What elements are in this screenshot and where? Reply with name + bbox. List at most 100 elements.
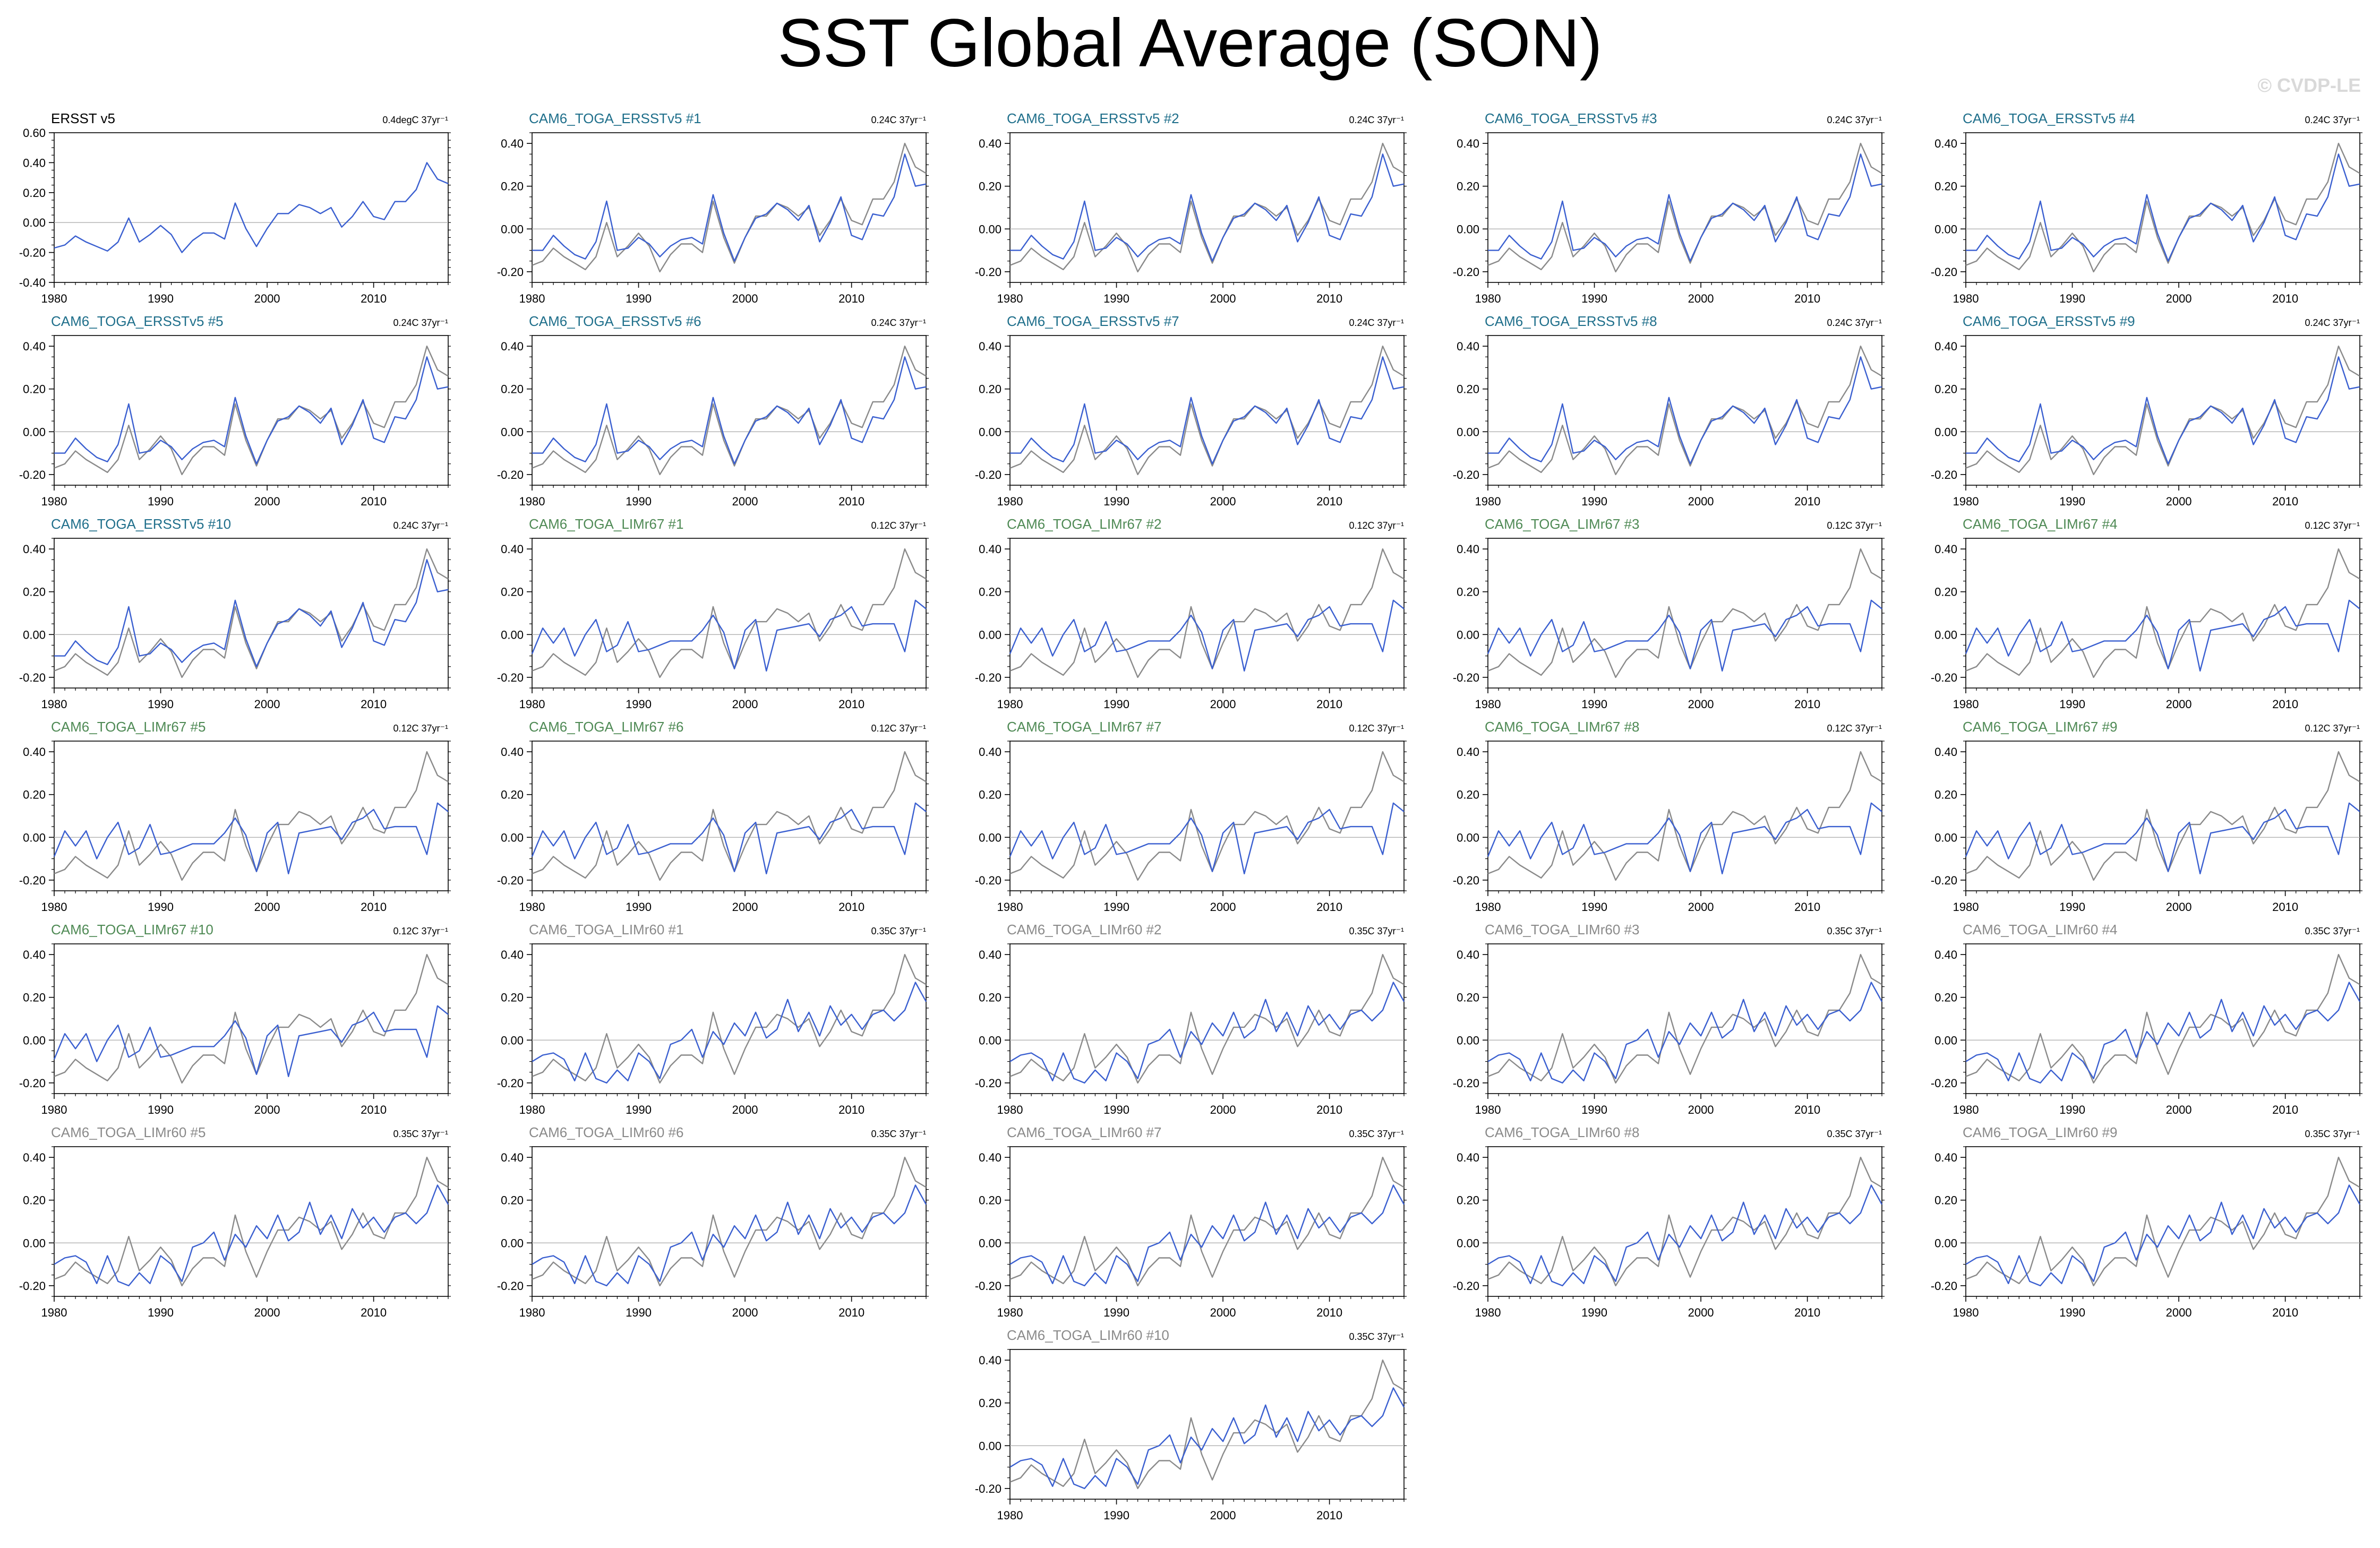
x-tick-label: 1980 — [1475, 495, 1501, 508]
y-tick-label: -0.40 — [19, 276, 46, 289]
x-tick-label: 2010 — [838, 900, 864, 914]
x-tick-label: 2010 — [1794, 1103, 1820, 1116]
x-tick-label: 1990 — [626, 292, 652, 305]
panel-member-8: 0.40 0.20 0.00 -0.20 1980 1990 2000 2010 CAM6_TO… — [1453, 313, 1885, 508]
panel-title: CAM6_TOGA_LIMr60 #2 — [1007, 922, 1161, 938]
trend-label: 0.24C 37yr⁻¹ — [871, 317, 926, 328]
y-tick-label: 0.20 — [1457, 1194, 1479, 1207]
member-series-line — [53, 802, 449, 875]
x-tick-label: 1990 — [1103, 1103, 1129, 1116]
x-tick-label: 1980 — [1953, 698, 1979, 711]
panel-member-7: 0.40 0.20 0.00 -0.20 1980 1990 2000 2010 CAM6_TO… — [975, 313, 1407, 508]
plot-frame — [1965, 538, 2360, 689]
panel-title: CAM6_TOGA_LIMr67 #9 — [1963, 719, 2117, 735]
y-tick-label: 0.00 — [501, 1034, 524, 1047]
y-tick-label: 0.40 — [23, 948, 46, 961]
panel-member-9: 0.40 0.20 0.00 -0.20 1980 1990 2000 2010 CAM6_TO… — [1931, 313, 2362, 508]
x-tick-label: 2000 — [254, 900, 280, 914]
x-tick-label: 1990 — [2059, 1306, 2085, 1319]
panel-title: CAM6_TOGA_ERSSTv5 #8 — [1485, 313, 1657, 329]
x-tick-label: 2010 — [2272, 1103, 2298, 1116]
panel-title: CAM6_TOGA_LIMr67 #7 — [1007, 719, 1161, 735]
member-series-line — [1966, 153, 2360, 262]
y-tick-label: 0.20 — [23, 383, 46, 396]
x-tick-label: 1980 — [1475, 292, 1501, 305]
x-tick-label: 2010 — [361, 900, 387, 914]
trend-label: 0.12C 37yr⁻¹ — [1349, 723, 1404, 734]
y-tick-label: -0.20 — [497, 874, 524, 887]
panel-member-16: 0.40 0.20 0.00 -0.20 1980 1990 2000 2010 CAM6_TO… — [497, 719, 929, 914]
panel-title: CAM6_TOGA_LIMr67 #6 — [529, 719, 683, 735]
trend-label: 0.12C 37yr⁻¹ — [393, 926, 448, 936]
y-tick-label: -0.20 — [1453, 671, 1479, 684]
x-tick-label: 2000 — [2166, 1103, 2192, 1116]
y-tick-label: 0.40 — [1934, 137, 1957, 150]
y-tick-label: 0.40 — [1934, 745, 1957, 759]
y-tick-label: 0.40 — [501, 1151, 524, 1164]
x-tick-label: 1990 — [1581, 292, 1607, 305]
obs-series-line — [54, 162, 449, 253]
obs-series-line — [1009, 345, 1405, 476]
obs-series-line — [1009, 548, 1405, 678]
x-tick-label: 1990 — [1103, 292, 1129, 305]
plot-frame — [54, 943, 449, 1094]
x-tick-label: 2010 — [361, 698, 387, 711]
x-tick-label: 1980 — [997, 1509, 1023, 1522]
y-tick-label: 0.20 — [1934, 1194, 1957, 1207]
x-tick-label: 2010 — [1316, 698, 1342, 711]
panel-member-17: 0.40 0.20 0.00 -0.20 1980 1990 2000 2010 CAM6_TO… — [975, 719, 1407, 914]
panel-member-26: 0.40 0.20 0.00 -0.20 1980 1990 2000 2010 CAM6_TO… — [497, 1124, 929, 1319]
obs-series-line — [1487, 953, 1882, 1084]
obs-series-line — [1965, 953, 2360, 1084]
y-tick-label: 0.20 — [979, 180, 1001, 193]
x-tick-label: 1990 — [2059, 1103, 2085, 1116]
y-tick-label: 0.40 — [1457, 948, 1479, 961]
x-tick-label: 1980 — [41, 900, 67, 914]
y-tick-label: 0.00 — [501, 628, 524, 641]
trend-label: 0.35C 37yr⁻¹ — [871, 1129, 926, 1139]
trend-label: 0.24C 37yr⁻¹ — [2305, 317, 2360, 328]
x-tick-label: 1990 — [1581, 495, 1607, 508]
y-tick-label: 0.00 — [501, 1236, 524, 1250]
y-tick-label: 0.00 — [979, 1439, 1001, 1452]
obs-series-line — [1487, 345, 1882, 476]
y-tick-label: 0.20 — [23, 991, 46, 1004]
y-tick-label: -0.20 — [975, 1482, 1001, 1495]
plot-frame — [1965, 943, 2360, 1094]
panel-member-19: 0.40 0.20 0.00 -0.20 1980 1990 2000 2010 CAM6_TO… — [1931, 719, 2362, 914]
y-tick-label: 0.40 — [1457, 137, 1479, 150]
y-tick-label: 0.00 — [23, 628, 46, 641]
trend-label: 0.35C 37yr⁻¹ — [1349, 926, 1404, 936]
panel-member-6: 0.40 0.20 0.00 -0.20 1980 1990 2000 2010 CAM6_TO… — [497, 313, 929, 508]
x-tick-label: 2000 — [1210, 1306, 1236, 1319]
y-tick-label: 0.40 — [979, 745, 1001, 759]
obs-series-line — [54, 1156, 449, 1287]
trend-label: 0.12C 37yr⁻¹ — [1827, 520, 1882, 531]
obs-series-line — [532, 345, 927, 476]
x-tick-label: 2000 — [2166, 1306, 2192, 1319]
obs-series-line — [1009, 953, 1405, 1084]
panel-member-3: 0.40 0.20 0.00 -0.20 1980 1990 2000 2010 CAM6_TO… — [1453, 110, 1885, 305]
x-tick-label: 2000 — [1688, 1306, 1714, 1319]
member-series-line — [532, 982, 927, 1084]
x-tick-label: 1980 — [997, 1103, 1023, 1116]
obs-series-line — [54, 548, 449, 678]
page-title: SST Global Average (SON) — [777, 5, 1603, 81]
x-tick-label: 1990 — [148, 1306, 174, 1319]
y-tick-label: 0.20 — [501, 991, 524, 1004]
plot-frame — [532, 1146, 927, 1297]
y-tick-label: 0.40 — [979, 137, 1001, 150]
panel-title: CAM6_TOGA_LIMr60 #6 — [529, 1124, 683, 1140]
panel-title: CAM6_TOGA_LIMr60 #1 — [529, 922, 683, 938]
panel-member-27: 0.40 0.20 0.00 -0.20 1980 1990 2000 2010 CAM6_TO… — [975, 1124, 1407, 1319]
plot-frame — [1009, 943, 1405, 1094]
x-tick-label: 2010 — [2272, 495, 2298, 508]
x-tick-label: 1980 — [1953, 900, 1979, 914]
x-tick-label: 1990 — [2059, 900, 2085, 914]
y-tick-label: 0.40 — [1457, 1151, 1479, 1164]
member-series-line — [1965, 1184, 2361, 1287]
x-tick-label: 2000 — [732, 495, 758, 508]
trend-label: 0.12C 37yr⁻¹ — [1827, 723, 1882, 734]
member-series-line — [531, 802, 927, 875]
